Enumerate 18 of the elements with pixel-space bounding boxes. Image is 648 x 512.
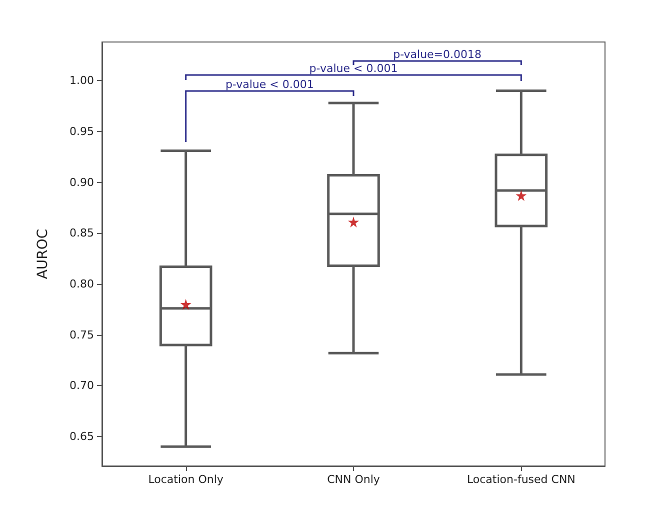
point	[516, 190, 527, 202]
y-axis-title: AUROC	[35, 228, 51, 280]
x-tick-label: CNN Only	[327, 473, 380, 486]
y-tick-label: 0.70	[70, 379, 94, 392]
annotation: p-value < 0.001	[225, 78, 314, 91]
y-tick-label: 0.80	[70, 277, 94, 290]
y-tick-label: 0.95	[70, 124, 94, 138]
point	[348, 216, 359, 228]
annotation: p-value=0.0018	[393, 48, 482, 61]
annotation: p-value < 0.001	[309, 62, 398, 75]
y-tick-label: 0.90	[70, 176, 94, 189]
y-tick-label: 1.00	[70, 74, 94, 88]
x-tick-label: Location-fused CNN	[466, 473, 576, 486]
point	[180, 298, 192, 310]
y-tick-label: 0.65	[70, 430, 94, 444]
y-tick-label: 0.75	[70, 328, 94, 342]
x-tick-label: Location Only	[148, 473, 224, 486]
y-tick-label: 0.85	[70, 226, 94, 240]
